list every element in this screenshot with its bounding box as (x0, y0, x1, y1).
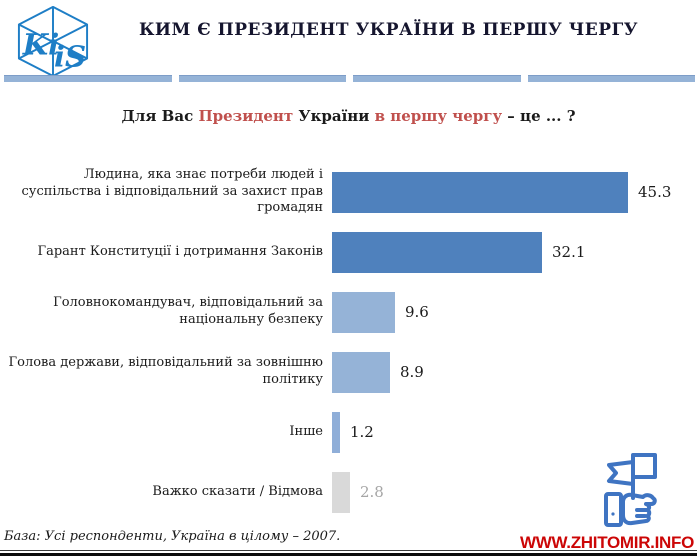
bar (332, 231, 542, 273)
page-title: КИМ Є ПРЕЗИДЕНТ УКРАЇНИ В ПЕРШУ ЧЕРГУ (138, 20, 639, 40)
bar-area: 8.9 (332, 351, 689, 393)
bar (332, 411, 340, 453)
bar (332, 171, 628, 213)
kiis-logo-letters-right: iS (54, 39, 86, 73)
website-watermark: WWW.ZHITOMIR.INFO (520, 533, 694, 552)
kiis-logo-letters-left: Ki (22, 28, 59, 62)
category-label: Головнокомандувач, відповідальний за нац… (53, 295, 323, 327)
kiis-logo-icon: Ki iS (17, 5, 89, 78)
question-part: – це ... ? (502, 107, 576, 125)
bar-area: 45.3 (332, 171, 689, 213)
bar (332, 471, 350, 513)
value-label: 32.1 (552, 243, 586, 261)
bar-area: 2.8 (332, 471, 689, 513)
chart-row: Гарант Конституції і дотримання Законів … (8, 222, 689, 282)
category-label: Гарант Конституції і дотримання Законів (37, 243, 323, 259)
question-part: Для Вас (121, 107, 199, 125)
question-part: України (298, 107, 375, 125)
value-label: 2.8 (360, 483, 384, 501)
chart-row: Людина, яка знає потреби людей і суспіль… (8, 162, 689, 222)
bar (332, 351, 390, 393)
bar-area: 1.2 (332, 411, 689, 453)
chart-row: Інше 1.2 (8, 402, 689, 462)
divider-segment (353, 75, 521, 82)
category-label: Інше (289, 423, 323, 439)
chart-row: Головнокомандувач, відповідальний за нац… (8, 282, 689, 342)
bar-area: 32.1 (332, 231, 689, 273)
base-note: База: Усі респонденти, Україна в цілому … (4, 529, 341, 544)
divider-segment (527, 75, 695, 82)
divider-segment (4, 75, 172, 82)
question-part: Президент (198, 107, 299, 125)
bar-chart: Людина, яка знає потреби людей і суспіль… (8, 162, 689, 522)
flag-hand-icon (604, 453, 657, 527)
divider-segment (178, 75, 346, 82)
bar-area: 9.6 (332, 291, 689, 333)
chart-row: Важко сказати / Відмова 2.8 (8, 462, 689, 522)
value-label: 45.3 (638, 183, 672, 201)
value-label: 1.2 (350, 423, 374, 441)
category-label: Важко сказати / Відмова (152, 483, 323, 499)
question-part: в першу чергу (374, 107, 503, 125)
footer-rule-thick (0, 553, 697, 556)
value-label: 9.6 (405, 303, 429, 321)
survey-question: Для Вас Президент України в першу чергу … (0, 107, 697, 125)
segmented-divider (4, 75, 695, 82)
category-label: Голова держави, відповідальний за зовніш… (8, 355, 323, 387)
chart-row: Голова держави, відповідальний за зовніш… (8, 342, 689, 402)
category-label: Людина, яка знає потреби людей і суспіль… (21, 166, 323, 216)
value-label: 8.9 (400, 363, 424, 381)
footer-rule-thin (0, 550, 697, 551)
bar (332, 291, 395, 333)
